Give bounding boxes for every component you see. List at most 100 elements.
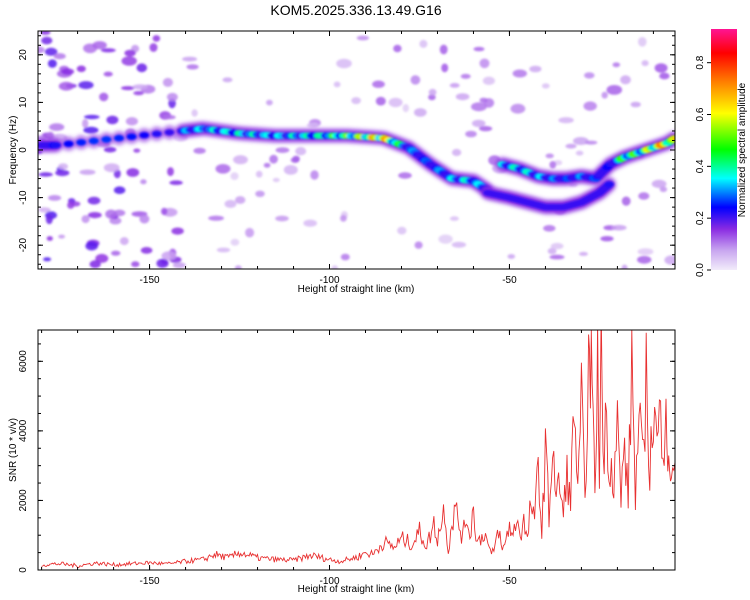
noise-blob	[611, 224, 627, 231]
noise-blob	[255, 170, 263, 178]
noise-blob	[234, 265, 242, 269]
noise-blob	[126, 168, 140, 177]
noise-blob	[87, 212, 102, 219]
y-tick-label: 2000	[18, 489, 29, 512]
chart-title: KOM5.2025.336.13.49.G16	[270, 2, 441, 18]
noise-blob	[272, 177, 280, 183]
noise-blob	[659, 72, 670, 80]
track-point	[88, 137, 99, 145]
noise-blob	[76, 65, 86, 73]
noise-blob	[637, 255, 652, 264]
noise-blob	[441, 63, 449, 73]
noise-blob	[81, 215, 90, 224]
track-point	[151, 130, 162, 137]
spectrogram-noise	[38, 31, 675, 269]
noise-blob	[549, 161, 557, 169]
y-tick-label: 0	[18, 147, 29, 153]
noise-blob	[306, 122, 320, 128]
noise-blob	[100, 48, 116, 53]
noise-blob	[579, 251, 588, 256]
noise-blob	[333, 81, 341, 88]
snr-panel: -150 -100 -50 0 2000 4000 6000 Height of stra…	[8, 329, 676, 595]
noise-blob	[48, 195, 62, 201]
colorbar: 0.0 0.2 0.4 0.6 0.8 Normalized spectral ampl…	[695, 29, 748, 277]
noise-blob	[397, 226, 407, 235]
noise-blob	[292, 155, 300, 162]
noise-blob	[471, 119, 486, 128]
noise-blob	[419, 39, 428, 48]
noise-blob	[275, 215, 289, 222]
noise-blob	[621, 196, 631, 206]
noise-blob	[310, 170, 319, 180]
x-tick-label: -50	[502, 275, 517, 286]
colorbar-tick-label: 0.6	[695, 107, 706, 121]
noise-blob	[482, 76, 495, 86]
noise-blob	[451, 148, 462, 157]
noise-blob	[182, 56, 198, 62]
noise-blob	[58, 234, 65, 239]
noise-blob	[388, 97, 403, 108]
y-tick-label: -20	[18, 238, 29, 253]
track-1	[480, 177, 617, 215]
noise-blob	[331, 265, 339, 269]
noise-blob	[659, 186, 668, 193]
noise-blob	[78, 81, 94, 90]
noise-blob	[89, 260, 101, 269]
noise-blob	[402, 104, 409, 113]
noise-blob	[40, 31, 51, 35]
noise-blob	[413, 108, 427, 117]
spectrogram-y-label: Frequency (Hz)	[8, 116, 19, 185]
noise-blob	[651, 179, 667, 188]
snr-y-label: SNR (10 * v/v)	[8, 418, 19, 482]
x-tick-label: -150	[140, 576, 160, 587]
noise-blob	[340, 215, 347, 222]
y-tick-label: 20	[18, 49, 29, 61]
noise-blob	[638, 37, 647, 47]
snr-x-label: Height of straight line (km)	[298, 584, 415, 595]
noise-blob	[340, 253, 350, 261]
noise-blob	[428, 88, 437, 96]
colorbar-tick-label: 0.2	[695, 211, 706, 225]
noise-blob	[543, 225, 556, 232]
noise-blob	[44, 47, 58, 56]
noise-blob	[565, 143, 577, 149]
spectrogram-tracks	[38, 121, 675, 215]
noise-blob	[222, 77, 233, 83]
noise-blob	[398, 172, 412, 179]
colorbar-tick-label: 0.4	[695, 159, 706, 173]
noise-blob	[283, 165, 298, 175]
noise-blob	[82, 118, 89, 129]
noise-blob	[87, 196, 101, 205]
noise-blob	[83, 126, 99, 134]
noise-blob	[99, 92, 109, 102]
noise-blob	[275, 147, 290, 154]
noise-blob	[85, 241, 98, 251]
noise-blob	[479, 58, 490, 69]
track-point	[63, 140, 74, 147]
noise-blob	[263, 162, 271, 168]
noise-blob	[356, 35, 369, 41]
noise-blob	[235, 196, 246, 204]
x-tick-label: -50	[502, 576, 517, 587]
noise-blob	[479, 97, 488, 103]
noise-blob	[111, 250, 121, 256]
noise-blob	[230, 172, 239, 181]
noise-blob	[119, 237, 129, 246]
noise-blob	[583, 101, 597, 111]
noise-blob	[479, 126, 493, 132]
track-point	[139, 132, 150, 139]
noise-blob	[191, 109, 198, 117]
track-core	[38, 125, 492, 193]
snr-frame	[37, 329, 676, 571]
noise-blob	[541, 83, 550, 89]
spectrogram-x-label: Height of straight line (km)	[298, 284, 415, 295]
noise-blob	[133, 148, 141, 153]
snr-series	[41, 330, 675, 569]
colorbar-gradient	[711, 29, 737, 270]
noise-blob	[61, 68, 75, 75]
noise-blob	[549, 254, 565, 260]
noise-blob	[105, 209, 117, 219]
noise-blob	[193, 147, 206, 154]
noise-blob	[558, 117, 574, 124]
noise-blob	[620, 75, 631, 85]
